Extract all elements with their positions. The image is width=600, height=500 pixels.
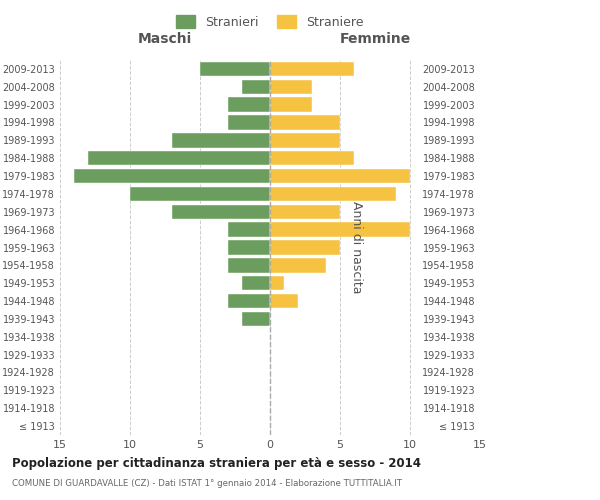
Bar	[130, 187, 270, 201]
Legend: Stranieri, Straniere: Stranieri, Straniere	[173, 11, 367, 32]
Text: Femmine: Femmine	[340, 32, 410, 46]
Bar	[270, 240, 340, 254]
Bar	[270, 294, 298, 308]
Bar	[270, 151, 354, 166]
Bar	[270, 169, 410, 183]
Bar	[270, 258, 326, 272]
Bar	[270, 62, 354, 76]
Bar	[270, 116, 340, 130]
Bar	[74, 169, 270, 183]
Bar	[172, 133, 270, 148]
Bar	[228, 116, 270, 130]
Bar	[172, 204, 270, 219]
Text: Popolazione per cittadinanza straniera per età e sesso - 2014: Popolazione per cittadinanza straniera p…	[12, 458, 421, 470]
Bar	[88, 151, 270, 166]
Y-axis label: Anni di nascita: Anni di nascita	[350, 201, 363, 294]
Bar	[228, 98, 270, 112]
Text: Maschi: Maschi	[138, 32, 192, 46]
Bar	[242, 276, 270, 290]
Bar	[228, 258, 270, 272]
Bar	[270, 204, 340, 219]
Bar	[270, 276, 284, 290]
Bar	[270, 98, 312, 112]
Bar	[270, 187, 396, 201]
Text: COMUNE DI GUARDAVALLE (CZ) - Dati ISTAT 1° gennaio 2014 - Elaborazione TUTTITALI: COMUNE DI GUARDAVALLE (CZ) - Dati ISTAT …	[12, 479, 402, 488]
Bar	[200, 62, 270, 76]
Bar	[242, 312, 270, 326]
Bar	[270, 222, 410, 237]
Bar	[242, 80, 270, 94]
Bar	[270, 133, 340, 148]
Bar	[270, 80, 312, 94]
Bar	[228, 294, 270, 308]
Bar	[228, 240, 270, 254]
Bar	[228, 222, 270, 237]
